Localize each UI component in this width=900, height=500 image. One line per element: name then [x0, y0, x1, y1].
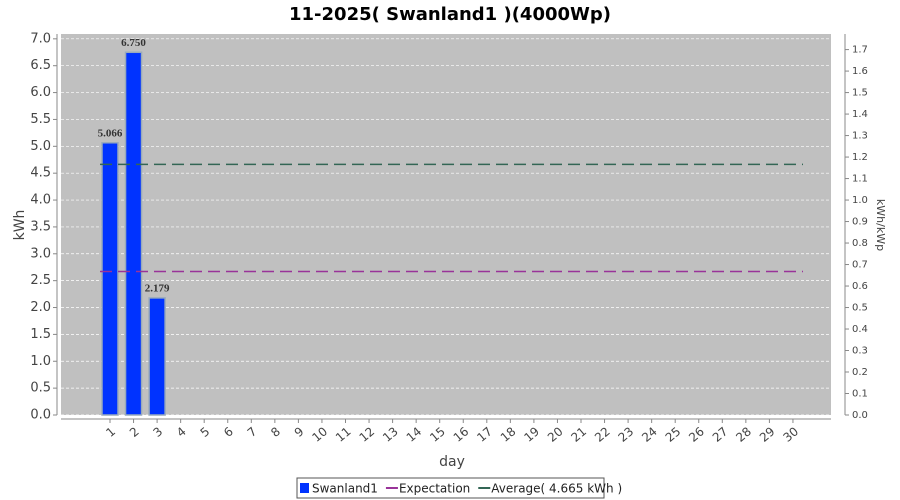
y2-tick-label: 1.0: [852, 195, 868, 206]
y-tick-label: 1.5: [30, 327, 51, 342]
y-tick-label: 5.0: [30, 139, 51, 154]
legend-label: Expectation: [399, 482, 470, 496]
bar: [101, 142, 119, 416]
y2-tick-label: 0.4: [852, 324, 868, 335]
x-tick-label: 26: [686, 424, 707, 445]
y-tick-label: 2.5: [30, 273, 51, 288]
x-tick-label: 3: [150, 424, 165, 440]
y2-tick-label: 0.9: [852, 217, 868, 228]
x-tick-label: 21: [568, 424, 589, 445]
y2-tick-label: 1.1: [852, 174, 868, 185]
value-label: 5.066: [98, 127, 123, 139]
x-tick-label: 2: [127, 424, 142, 440]
y2-tick-label: 0.1: [852, 389, 868, 400]
y-tick-label: 3.0: [30, 246, 51, 261]
y-tick-label: 3.5: [30, 219, 51, 234]
x-tick-label: 9: [292, 424, 307, 440]
y-tick-label: 6.5: [30, 58, 51, 73]
x-tick-label: 25: [663, 424, 684, 445]
y2-tick-label: 1.5: [852, 88, 868, 99]
y-tick-label: 2.0: [30, 300, 51, 315]
x-tick-label: 7: [245, 424, 260, 440]
x-tick-label: 23: [616, 424, 637, 445]
x-tick-label: 29: [757, 424, 778, 445]
y2-tick-label: 0.8: [852, 238, 868, 249]
legend: [296, 477, 605, 499]
y2-tick-label: 0.3: [852, 346, 868, 357]
chart-title: 11-2025( Swanland1 )(4000Wp): [289, 4, 611, 25]
x-tick-label: 22: [592, 424, 613, 445]
x-axis-label: day: [439, 454, 465, 470]
x-tick-label: 19: [521, 424, 542, 445]
x-tick-label: 10: [309, 424, 330, 445]
value-label: 6.750: [121, 37, 146, 49]
x-tick-label: 20: [545, 424, 566, 445]
x-tick-label: 6: [221, 424, 236, 440]
y2-tick-label: 0.0: [852, 410, 868, 421]
value-label: 2.179: [145, 282, 170, 294]
bar: [124, 51, 143, 416]
y-tick-label: 6.0: [30, 85, 51, 100]
x-tick-label: 18: [498, 424, 519, 445]
y2-tick-label: 1.6: [852, 66, 868, 77]
y2-tick-label: 1.4: [852, 109, 868, 120]
bar: [148, 297, 166, 416]
y2-tick-label: 0.7: [852, 260, 868, 271]
y2-tick-label: 0.5: [852, 303, 868, 314]
y2-axis-label: kWh/kWp: [874, 199, 887, 251]
x-tick-label: 16: [451, 424, 472, 445]
y-axis-label: kWh: [12, 210, 28, 241]
y-tick-label: 5.5: [30, 112, 51, 127]
x-tick-label: 28: [733, 424, 754, 445]
x-tick-label: 11: [333, 424, 354, 445]
x-tick-label: 8: [268, 424, 283, 440]
y2-tick-label: 1.2: [852, 152, 868, 163]
x-tick-label: 15: [427, 424, 448, 445]
y-tick-label: 4.0: [30, 193, 51, 208]
x-tick-label: 12: [357, 424, 378, 445]
y-tick-label: 7.0: [30, 31, 51, 46]
y-tick-label: 0.5: [30, 381, 51, 396]
x-tick-label: 17: [474, 424, 495, 445]
y-tick-label: 1.0: [30, 354, 51, 369]
plot-area: [61, 34, 831, 415]
y2-tick-label: 0.2: [852, 367, 868, 378]
y2-tick-label: 1.7: [852, 45, 868, 56]
x-tick-label: 14: [404, 424, 425, 445]
x-tick-label: 1: [103, 424, 118, 440]
x-tick-label: 30: [780, 424, 801, 445]
y2-tick-label: 0.6: [852, 281, 868, 292]
legend-label: Swanland1: [312, 482, 378, 496]
x-tick-label: 27: [710, 424, 731, 445]
legend-label: Average( 4.665 kWh ): [491, 482, 622, 496]
legend-swatch: [300, 483, 309, 493]
x-tick-label: 13: [380, 424, 401, 445]
x-tick-label: 5: [198, 424, 213, 440]
x-tick-label: 24: [639, 424, 660, 445]
y2-tick-label: 1.3: [852, 131, 868, 142]
y-tick-label: 4.5: [30, 166, 51, 181]
y-tick-label: 0.0: [30, 408, 51, 423]
x-tick-label: 4: [174, 424, 189, 440]
